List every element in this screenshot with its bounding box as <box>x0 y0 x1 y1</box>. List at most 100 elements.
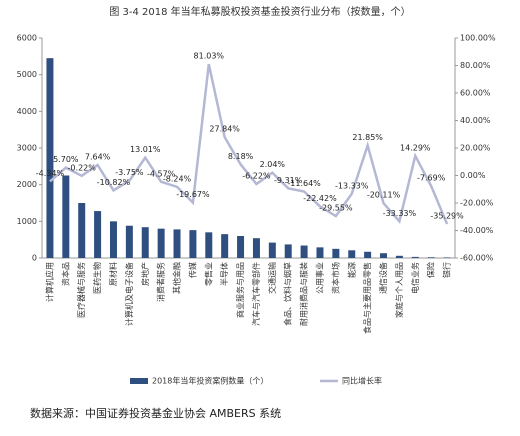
bar <box>316 247 324 258</box>
y2-tick-label: 40.00% <box>460 116 491 125</box>
bar <box>364 251 372 258</box>
x-tick-label: 传媒 <box>187 262 197 278</box>
x-tick-label: 耐用消费品与服装 <box>299 262 309 326</box>
data-label: -6.22% <box>242 172 271 181</box>
data-label: 14.29% <box>400 143 431 152</box>
x-tick-label: 医疗器械与服务 <box>76 262 86 318</box>
y-tick-label: 1000 <box>17 217 37 226</box>
x-tick-label: 资本品 <box>60 262 70 286</box>
legend-swatch <box>130 378 148 384</box>
x-tick-label: 资本市场 <box>330 262 340 294</box>
bar <box>141 227 149 258</box>
y2-tick-label: 0.00% <box>460 171 486 180</box>
data-label: 2.04% <box>260 160 286 169</box>
data-label: 7.64% <box>85 152 111 161</box>
data-label: -7.69% <box>417 174 446 183</box>
bar <box>46 58 54 258</box>
y2-tick-label: 60.00% <box>460 89 491 98</box>
legend-label: 同比增长率 <box>342 376 382 386</box>
data-label: -10.82% <box>97 178 131 187</box>
y2-tick-label: 100.00% <box>460 34 496 43</box>
data-label: -4.57% <box>147 169 176 178</box>
data-label: -4.34% <box>36 169 65 178</box>
data-label: -11.64% <box>287 179 321 188</box>
bar <box>268 242 276 258</box>
y2-tick-label: -40.00% <box>460 226 494 235</box>
x-tick-label: 食品、饮料与烟草 <box>283 262 293 326</box>
x-tick-label: 交通运输 <box>267 262 277 294</box>
x-tick-label: 能源 <box>346 262 356 278</box>
bar <box>157 228 165 258</box>
x-tick-label: 消费者服务 <box>156 262 166 302</box>
y2-tick-label: 20.00% <box>460 144 491 153</box>
bar <box>411 256 419 258</box>
x-tick-label: 通信设备 <box>378 262 388 294</box>
data-label: 21.85% <box>352 133 383 142</box>
x-tick-label: 公用事业 <box>314 262 324 294</box>
data-label: 27.84% <box>209 125 240 134</box>
x-tick-label: 汽车与汽车零部件 <box>251 262 261 326</box>
x-tick-label: 半导体 <box>219 262 229 286</box>
data-label: 13.01% <box>130 145 161 154</box>
bar <box>94 211 102 258</box>
data-label: -33.33% <box>383 209 417 218</box>
data-label: 81.03% <box>194 52 225 61</box>
x-tick-label: 电信业务 <box>410 262 420 294</box>
data-label: -22.42% <box>303 194 337 203</box>
x-tick-label: 医药生物 <box>92 262 102 294</box>
bar <box>348 250 356 258</box>
bar <box>78 203 86 258</box>
bar <box>332 248 340 258</box>
bar <box>189 230 197 258</box>
x-tick-label: 保险 <box>426 262 436 278</box>
legend-label: 2018年当年投资案例数量（个） <box>152 376 268 386</box>
bar <box>237 236 245 258</box>
bar <box>395 255 403 258</box>
y-tick-label: 5000 <box>17 70 37 79</box>
bar <box>62 175 70 258</box>
bar <box>427 257 435 258</box>
data-label: -0.22% <box>68 163 97 172</box>
x-tick-label: 商业服务与用品 <box>235 262 245 318</box>
data-label: 5.70% <box>53 155 79 164</box>
data-label: -29.55% <box>319 204 353 213</box>
data-label: -19.67% <box>176 190 210 199</box>
bar <box>300 245 308 258</box>
y-tick-label: 4000 <box>17 107 37 116</box>
bar <box>284 244 292 258</box>
bar <box>443 257 451 258</box>
x-tick-label: 计算机应用 <box>44 262 54 302</box>
x-tick-label: 房地产 <box>140 262 150 286</box>
bar <box>252 238 260 258</box>
y2-tick-label: -20.00% <box>460 199 494 208</box>
data-label: 8.18% <box>228 152 254 161</box>
data-label: -13.33% <box>335 181 369 190</box>
y2-tick-label: -60.00% <box>460 254 494 263</box>
x-tick-label: 零售业 <box>203 262 213 286</box>
y-tick-label: 3000 <box>17 144 37 153</box>
data-label: -35.29% <box>430 212 464 221</box>
bar <box>109 221 117 258</box>
x-tick-label: 银行 <box>442 262 452 278</box>
line <box>49 63 449 225</box>
data-label: -20.11% <box>367 191 401 200</box>
x-tick-label: 原材料 <box>108 262 118 286</box>
y-tick-label: 2000 <box>17 180 37 189</box>
x-tick-label: 食品与主要用品零售 <box>362 262 372 334</box>
x-tick-label: 计算机及电子设备 <box>124 262 134 326</box>
y2-tick-label: 80.00% <box>460 61 491 70</box>
y-tick-label: 0 <box>32 254 37 263</box>
x-tick-label: 其他金融 <box>172 262 182 294</box>
bar <box>205 232 213 258</box>
y-tick-label: 6000 <box>17 34 37 43</box>
bar <box>125 225 133 258</box>
chart-title: 图 3-4 2018 年当年私募股权投资基金投资行业分布（按数量，个） <box>109 5 410 18</box>
source-note: 数据来源：中国证券投资基金业协会 AMBERS 系统 <box>30 406 281 420</box>
bar <box>173 229 181 258</box>
data-label: -8.24% <box>163 174 192 183</box>
data-label: -9.31% <box>274 176 303 185</box>
bar <box>380 253 388 258</box>
data-label: -3.75% <box>115 168 144 177</box>
bar <box>221 234 229 258</box>
